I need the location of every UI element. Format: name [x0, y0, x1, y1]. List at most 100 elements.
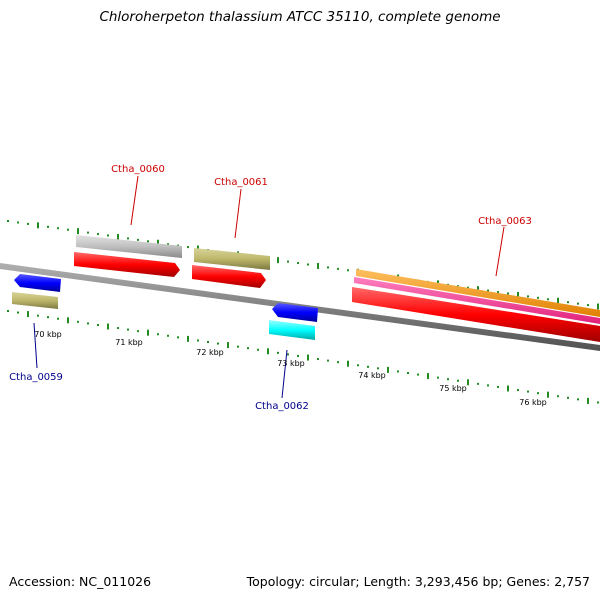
gene-label-ctha-0062[interactable]: Ctha_0062	[255, 401, 309, 412]
gene-label-ctha-0063[interactable]: Ctha_0063	[478, 216, 532, 227]
scale-tick	[557, 395, 559, 398]
gene-ctha-0060-arrow[interactable]	[74, 252, 180, 277]
gene-ctha-0063-arrow[interactable]	[352, 287, 600, 342]
scale-tick	[7, 220, 9, 222]
gene-ctha-0061-arrow[interactable]	[192, 265, 266, 288]
gene-ctha-0059-arrow[interactable]	[14, 274, 61, 292]
scale-tick	[317, 262, 319, 269]
scale-tick	[417, 373, 419, 376]
scale-tick	[237, 345, 239, 348]
scale-tick	[577, 302, 579, 305]
scale-tick	[577, 398, 579, 401]
scale-tick	[17, 311, 19, 314]
label-line-ctha-0059	[33, 322, 38, 369]
scale-label-74kbp: 74 kbp	[358, 371, 386, 380]
scale-tick	[7, 310, 9, 312]
scale-tick	[97, 233, 99, 236]
scale-tick	[147, 240, 149, 243]
scale-tick	[307, 263, 309, 266]
scale-tick	[67, 228, 69, 231]
scale-tick	[477, 286, 479, 293]
scale-label-71kbp: 71 kbp	[115, 338, 143, 347]
scale-tick	[297, 262, 299, 265]
map-title: Chloroherpeton thalassium ATCC 35110, co…	[99, 9, 501, 25]
scale-tick	[287, 260, 289, 263]
scale-tick	[87, 231, 89, 234]
scale-tick	[517, 291, 519, 298]
gene-label-ctha-0060[interactable]: Ctha_0060	[111, 164, 165, 175]
scale-tick	[487, 289, 489, 292]
scale-tick	[377, 367, 379, 370]
scale-tick	[597, 303, 599, 310]
scale-tick	[197, 339, 199, 342]
scale-tick	[207, 341, 209, 343]
scale-tick	[457, 379, 459, 382]
scale-tick	[287, 353, 289, 356]
scale-tick	[27, 222, 29, 225]
scale-tick	[357, 364, 359, 367]
scale-tick	[147, 329, 149, 336]
scale-tick	[537, 296, 539, 299]
scale-tick	[507, 385, 509, 392]
scale-tick	[307, 354, 309, 361]
scale-tick	[127, 328, 129, 331]
scale-label-73kbp: 73 kbp	[277, 359, 305, 368]
scale-tick	[137, 330, 139, 333]
gene-ctha-0061-feature[interactable]	[194, 248, 270, 270]
scale-label-72kbp: 72 kbp	[196, 348, 224, 357]
scale-tick	[127, 237, 129, 240]
scale-tick	[567, 301, 569, 304]
scale-tick	[297, 354, 299, 357]
label-line-ctha-0061	[234, 188, 242, 239]
scale-tick	[57, 227, 59, 230]
scale-tick	[117, 233, 119, 240]
gene-ctha-0063-orange[interactable]	[356, 269, 600, 317]
scale-tick	[277, 351, 279, 354]
scale-tick	[47, 316, 49, 319]
scale-tick	[337, 267, 339, 270]
scale-tick	[477, 382, 479, 385]
label-line-ctha-0063	[495, 226, 505, 277]
topology-summary: Topology: circular; Length: 3,293,456 bp…	[246, 574, 590, 589]
scale-tick	[187, 246, 189, 249]
gene-ctha-0059-feature[interactable]	[12, 292, 58, 309]
gene-ctha-0062-arrow[interactable]	[272, 303, 318, 322]
scale-tick	[467, 379, 469, 386]
scale-tick	[567, 396, 569, 399]
scale-tick	[317, 358, 319, 361]
gene-ctha-0060-feature[interactable]	[76, 235, 182, 258]
scale-tick	[137, 238, 139, 241]
scale-tick	[467, 286, 469, 289]
scale-tick	[527, 390, 529, 393]
scale-tick	[497, 385, 499, 388]
scale-tick	[327, 359, 329, 362]
scale-tick	[587, 304, 589, 307]
scale-tick	[37, 222, 39, 229]
scale-tick	[487, 384, 489, 387]
scale-tick	[187, 335, 189, 342]
scale-tick	[347, 269, 349, 272]
scale-tick	[407, 372, 409, 374]
label-line-ctha-0060	[130, 175, 139, 226]
scale-tick	[597, 401, 599, 404]
gene-ctha-0062-feature[interactable]	[269, 320, 315, 340]
gene-ctha-0063-magenta[interactable]	[354, 277, 600, 324]
gene-label-ctha-0061[interactable]: Ctha_0061	[214, 177, 268, 188]
scale-tick	[27, 311, 29, 318]
scale-tick	[557, 297, 559, 304]
scale-tick	[497, 291, 499, 294]
scale-tick	[347, 360, 349, 367]
scale-tick	[157, 239, 159, 246]
scale-label-70kbp: 70 kbp	[34, 330, 62, 339]
scale-tick	[167, 334, 169, 337]
scale-tick	[507, 292, 509, 295]
scale-tick	[277, 257, 279, 264]
scale-tick	[177, 336, 179, 339]
accession-text: Accession: NC_011026	[9, 574, 152, 589]
scale-tick	[97, 323, 99, 326]
scale-tick	[547, 298, 549, 301]
scale-tick	[537, 392, 539, 395]
scale-tick	[67, 317, 69, 324]
gene-label-ctha-0059[interactable]: Ctha_0059	[9, 372, 63, 383]
